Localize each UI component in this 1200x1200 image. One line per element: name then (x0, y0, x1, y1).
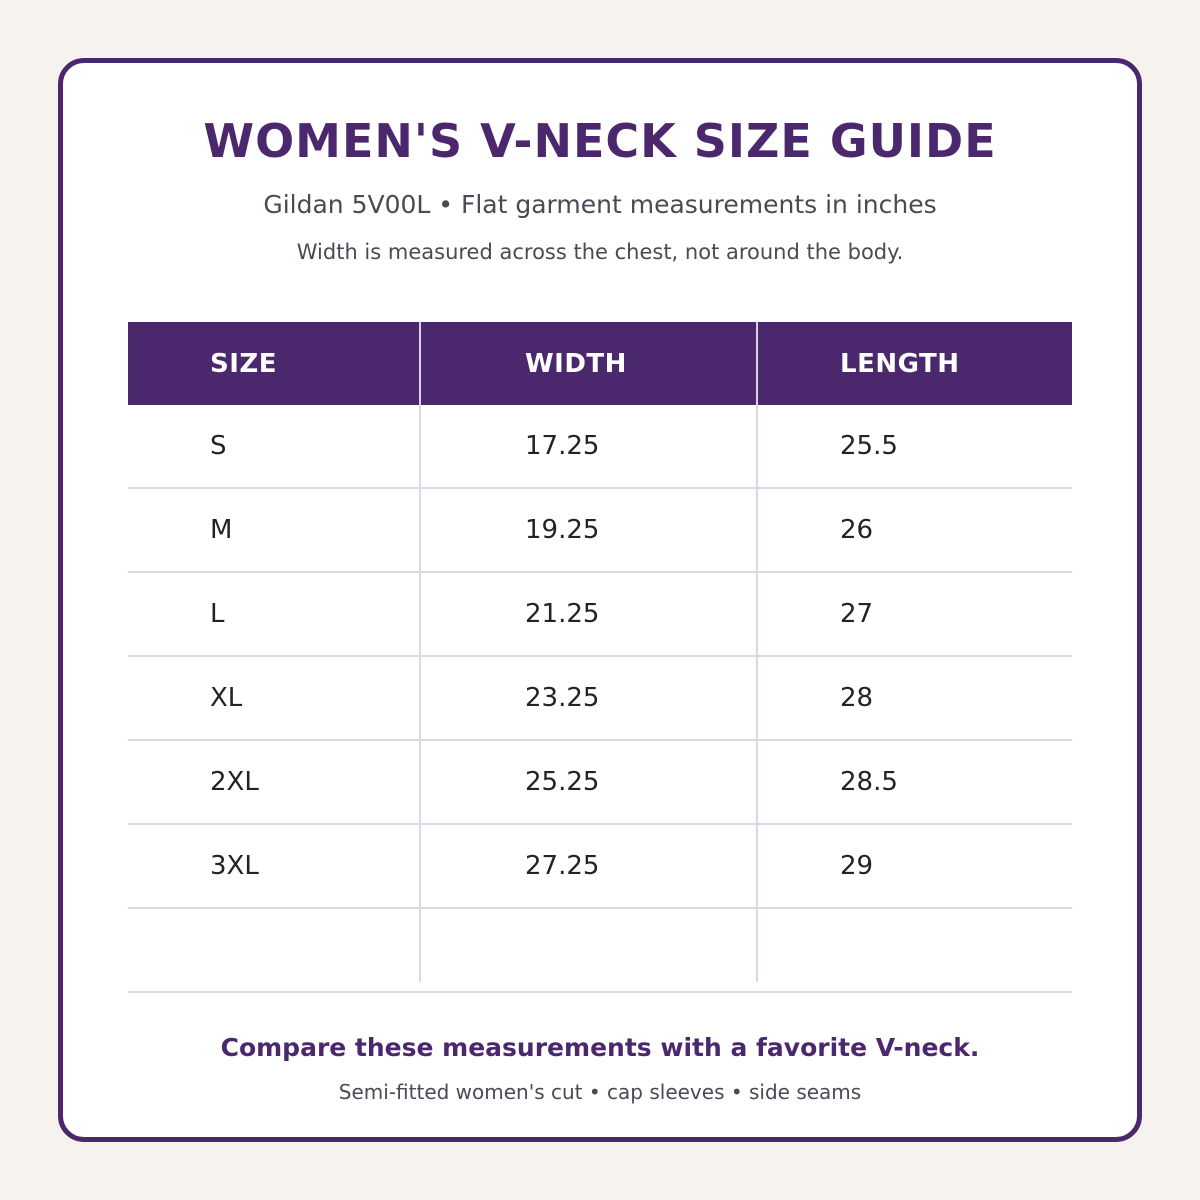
page-title: WOMEN'S V-NECK SIZE GUIDE (203, 114, 997, 168)
size-table: SIZE WIDTH LENGTH S 17.25 25.5 M 19.25 2… (128, 322, 1072, 993)
footer-details: Semi-fitted women's cut • cap sleeves • … (338, 1080, 862, 1104)
size-cell: L (210, 599, 225, 629)
table-row: S 17.25 25.5 (128, 405, 1072, 489)
footer-tip: Compare these measurements with a favori… (220, 1033, 980, 1062)
length-cell: 25.5 (840, 431, 898, 461)
length-cell: 28.5 (840, 767, 898, 797)
size-cell: M (210, 515, 233, 545)
size-cell: XL (210, 683, 243, 713)
width-cell: 19.25 (525, 515, 600, 545)
table-row: L 21.25 27 (128, 573, 1072, 657)
header-width: WIDTH (525, 348, 627, 379)
width-cell: 25.25 (525, 767, 600, 797)
column-divider (756, 322, 758, 982)
size-guide-card (58, 58, 1142, 1142)
header-length: LENGTH (840, 348, 960, 379)
page-subtitle: Gildan 5V00L • Flat garment measurements… (263, 190, 937, 219)
table-row-empty (128, 909, 1072, 993)
length-cell: 28 (840, 683, 874, 713)
measurement-note: Width is measured across the chest, not … (296, 240, 904, 264)
table-row: M 19.25 26 (128, 489, 1072, 573)
length-cell: 29 (840, 851, 874, 881)
width-cell: 23.25 (525, 683, 600, 713)
length-cell: 27 (840, 599, 874, 629)
length-cell: 26 (840, 515, 874, 545)
size-cell: S (210, 431, 227, 461)
size-cell: 3XL (210, 851, 259, 881)
width-cell: 17.25 (525, 431, 600, 461)
header-divider (756, 322, 758, 405)
table-row: 2XL 25.25 28.5 (128, 741, 1072, 825)
table-header-row: SIZE WIDTH LENGTH (128, 322, 1072, 405)
width-cell: 27.25 (525, 851, 600, 881)
column-divider (419, 322, 421, 982)
table-row: XL 23.25 28 (128, 657, 1072, 741)
header-size: SIZE (210, 348, 278, 379)
size-cell: 2XL (210, 767, 259, 797)
header-divider (419, 322, 421, 405)
width-cell: 21.25 (525, 599, 600, 629)
table-row: 3XL 27.25 29 (128, 825, 1072, 909)
